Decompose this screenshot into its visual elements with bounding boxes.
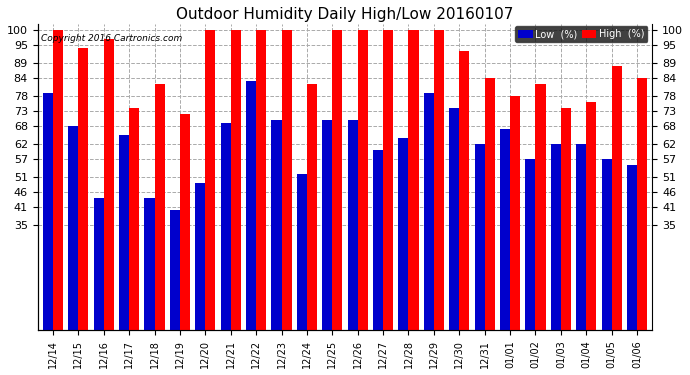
Bar [94,198,104,330]
Bar [535,84,546,330]
Bar [460,51,469,330]
Text: Copyright 2016 Cartronics.com: Copyright 2016 Cartronics.com [41,34,182,43]
Bar [551,144,561,330]
Bar [256,30,266,330]
Bar [627,165,637,330]
Bar [170,210,180,330]
Bar [119,135,129,330]
Bar [230,30,241,330]
Bar [348,120,357,330]
Bar [271,120,282,330]
Bar [297,174,307,330]
Bar [475,144,484,330]
Bar [373,150,383,330]
Bar [78,48,88,330]
Bar [246,81,256,330]
Bar [561,108,571,330]
Bar [408,30,419,330]
Bar [322,120,333,330]
Bar [576,144,586,330]
Bar [357,30,368,330]
Bar [333,30,342,330]
Bar [144,198,155,330]
Bar [424,93,434,330]
Bar [307,84,317,330]
Bar [155,84,165,330]
Bar [602,159,612,330]
Bar [43,93,53,330]
Bar [53,30,63,330]
Bar [434,30,444,330]
Bar [104,39,114,330]
Bar [637,78,647,330]
Bar [282,30,292,330]
Bar [500,129,510,330]
Bar [68,126,78,330]
Bar [206,30,215,330]
Bar [383,30,393,330]
Bar [449,108,460,330]
Bar [612,66,622,330]
Bar [586,102,596,330]
Title: Outdoor Humidity Daily High/Low 20160107: Outdoor Humidity Daily High/Low 20160107 [177,7,513,22]
Bar [180,114,190,330]
Bar [398,138,408,330]
Bar [195,183,206,330]
Bar [525,159,535,330]
Bar [484,78,495,330]
Legend: Low  (%), High  (%): Low (%), High (%) [515,26,647,42]
Bar [221,123,230,330]
Bar [510,96,520,330]
Bar [129,108,139,330]
